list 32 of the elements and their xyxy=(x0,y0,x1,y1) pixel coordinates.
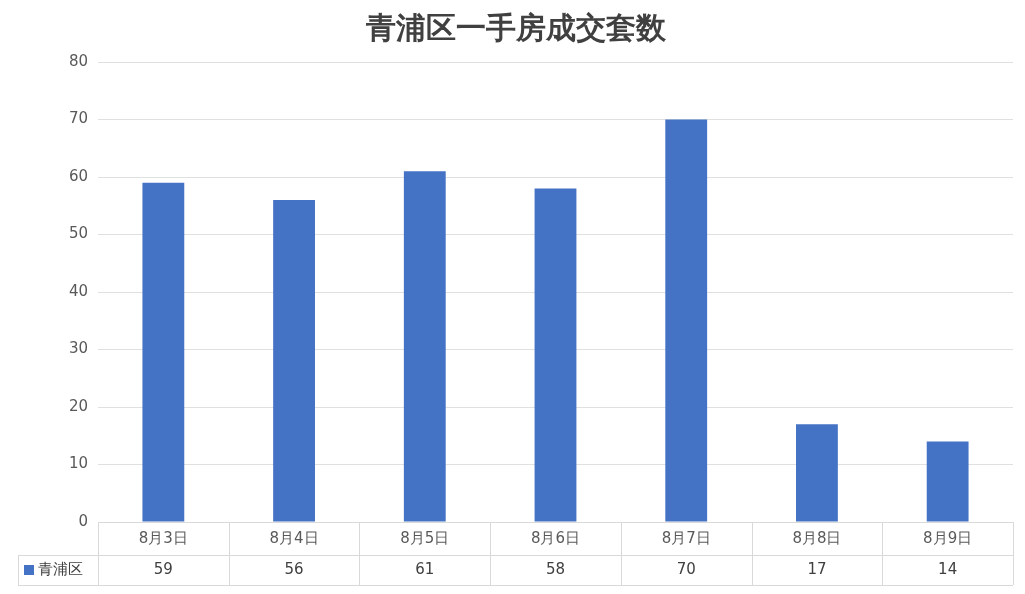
chart-title: 青浦区一手房成交套数 xyxy=(364,9,667,45)
x-tick-label: 8月4日 xyxy=(269,528,319,547)
y-tick-label: 40 xyxy=(68,281,88,300)
y-tick-label: 30 xyxy=(68,339,88,358)
data-label: 58 xyxy=(545,559,566,578)
bar xyxy=(534,188,577,522)
data-label: 70 xyxy=(676,559,696,578)
bar xyxy=(403,171,446,522)
legend-label: 青浦区 xyxy=(38,559,83,578)
y-tick-label: 0 xyxy=(78,511,88,530)
bar xyxy=(926,441,969,522)
y-tick-label: 60 xyxy=(68,166,88,185)
data-label: 59 xyxy=(153,559,173,578)
y-tick-label: 50 xyxy=(68,224,88,243)
x-tick-label: 8月5日 xyxy=(400,528,450,547)
y-tick-label: 70 xyxy=(68,109,88,128)
x-tick-label: 8月7日 xyxy=(661,528,711,547)
y-tick-label: 10 xyxy=(68,454,88,473)
x-tick-label: 8月8日 xyxy=(792,528,842,547)
bar xyxy=(665,119,708,522)
data-label: 14 xyxy=(938,559,958,578)
data-label: 56 xyxy=(284,559,304,578)
data-label: 17 xyxy=(807,559,827,578)
x-tick-label: 8月9日 xyxy=(923,528,973,547)
data-label: 61 xyxy=(415,559,435,578)
bar xyxy=(273,200,315,522)
x-tick-label: 8月6日 xyxy=(530,528,581,547)
y-tick-label: 20 xyxy=(68,396,88,415)
x-tick-label: 8月3日 xyxy=(138,528,188,547)
y-tick-label: 80 xyxy=(68,51,88,70)
bar xyxy=(796,424,838,522)
bar xyxy=(142,182,185,522)
